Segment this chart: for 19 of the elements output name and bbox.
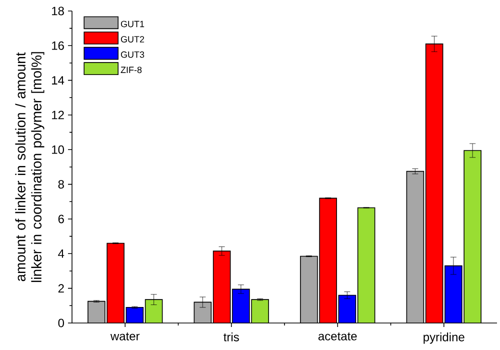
y-tick-label: 18	[52, 6, 64, 16]
y-tick-label: 16	[52, 41, 64, 50]
y-tick-label: 2	[58, 284, 64, 293]
x-tick-label: acetate	[318, 332, 357, 340]
legend-label: GUT1	[120, 20, 144, 28]
x-tick-label: tris	[224, 332, 239, 342]
x-tick-label: pyridine	[424, 332, 464, 344]
y-tick-label: 8	[58, 180, 64, 189]
y-tick-label: 6	[58, 214, 64, 224]
y-axis-title: amount of linker in solution / amount linker in coordination polymer [mol%]	[15, 52, 44, 282]
y-tick-label: 12	[52, 110, 64, 120]
y-tick-label: 4	[58, 250, 64, 258]
legend-label: GUT3	[120, 51, 144, 58]
legend-label: GUT2	[120, 36, 144, 42]
y-tick-label: 10	[52, 145, 64, 154]
y-tick-label: 14	[52, 76, 64, 84]
x-tick-label: water	[110, 332, 140, 340]
legend-label: ZIF-8	[120, 66, 142, 74]
y-tick-label: 0	[58, 318, 64, 328]
